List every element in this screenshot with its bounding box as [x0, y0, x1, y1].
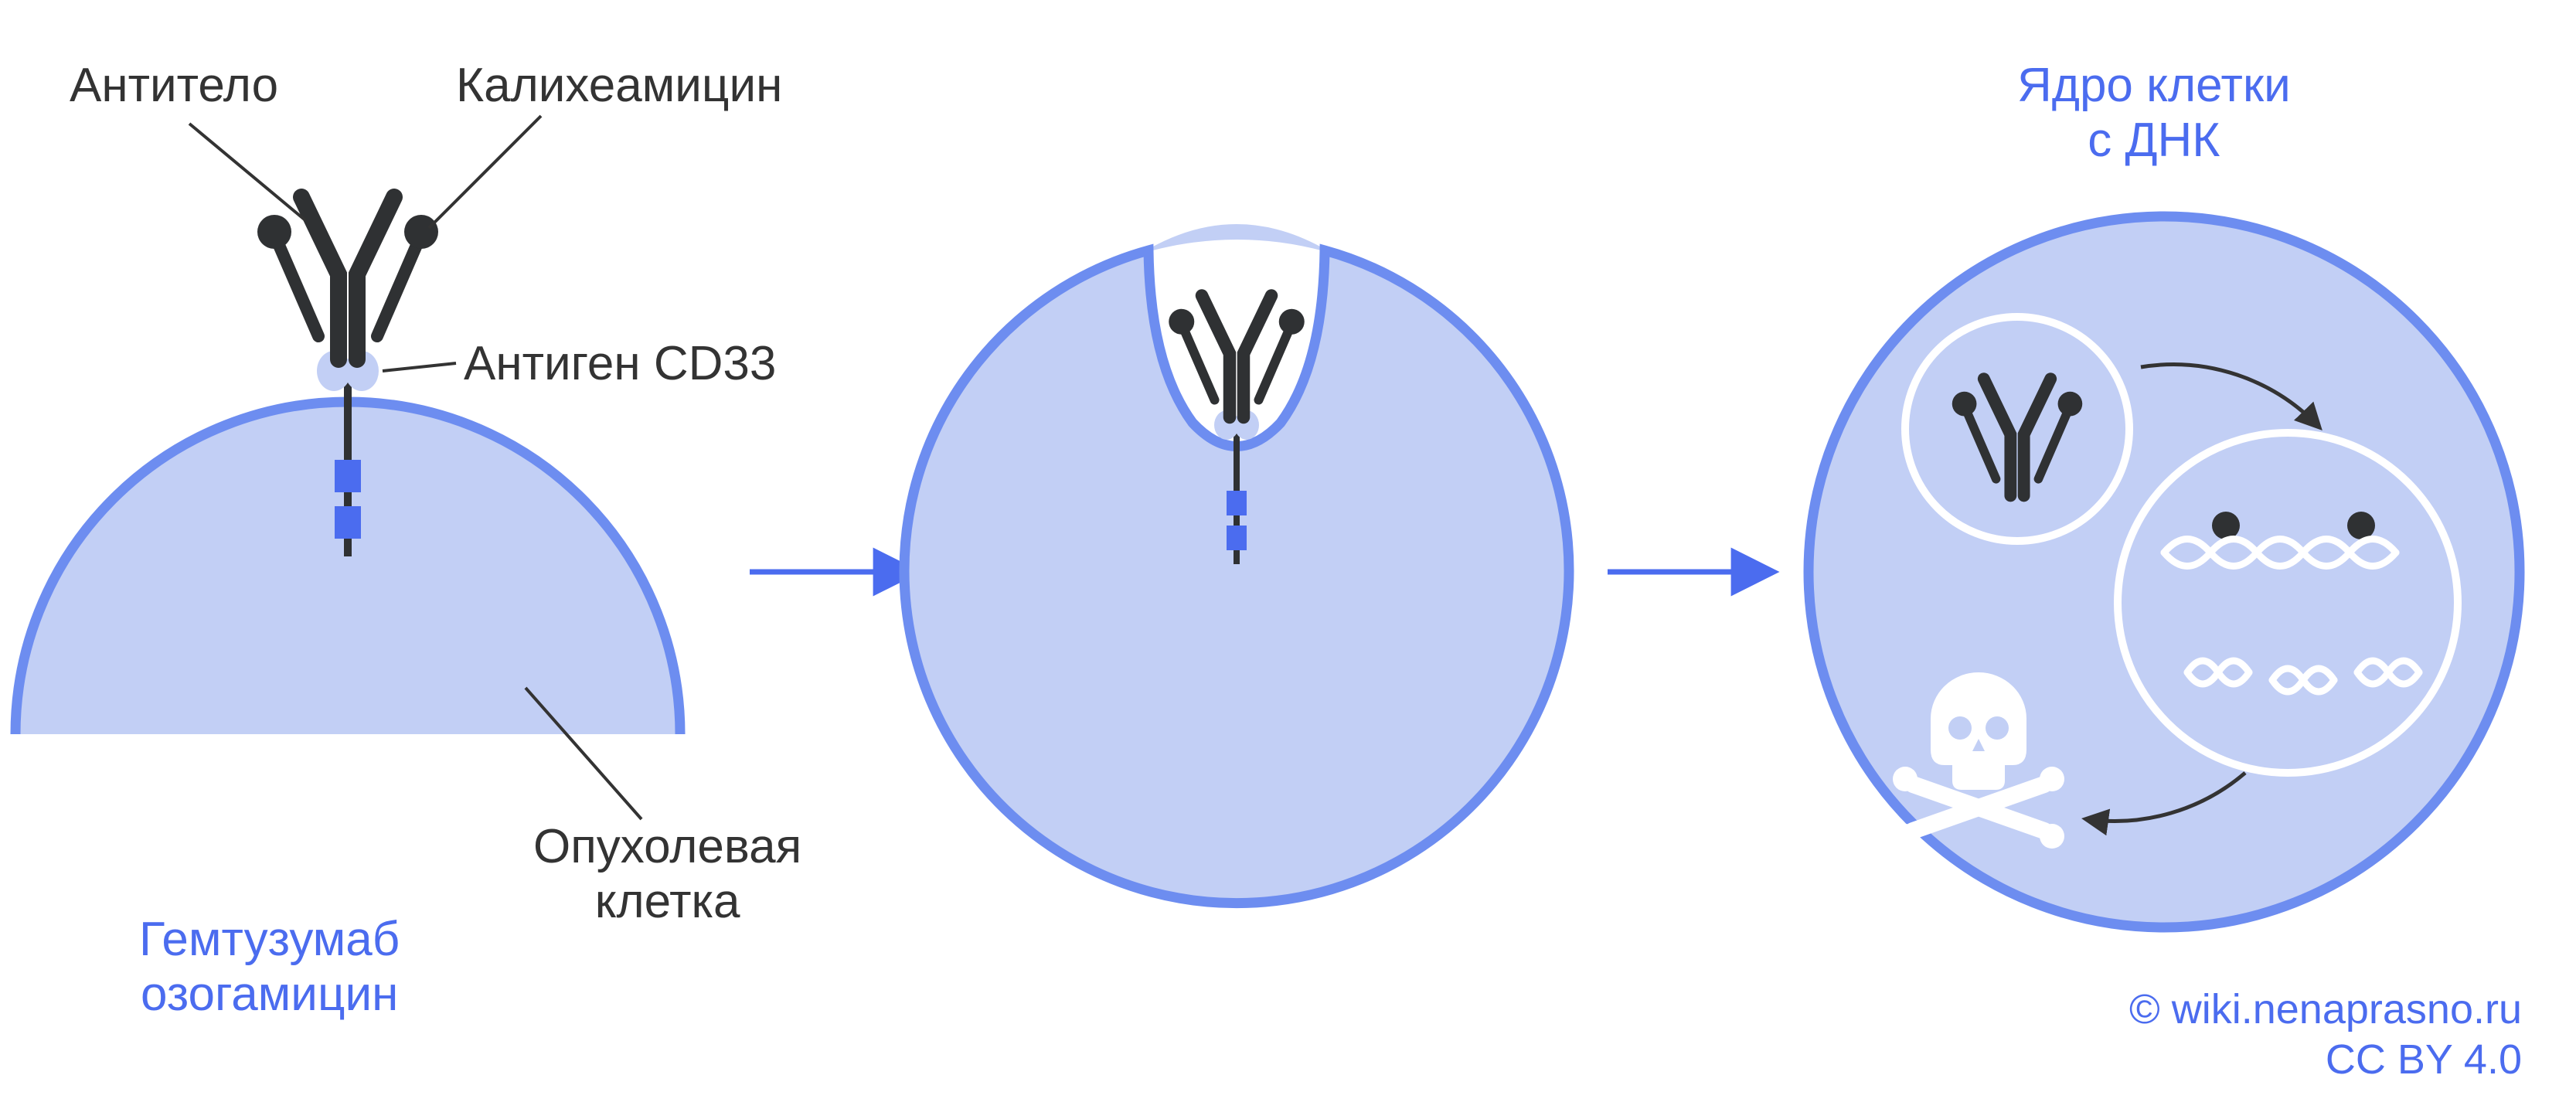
- payload-dot: [2347, 512, 2375, 539]
- panel-1: [15, 116, 680, 819]
- leader-antibody: [189, 124, 305, 220]
- label-calicheamicin: Калихеамицин: [456, 58, 782, 113]
- label-license: CC BY 4.0: [2326, 1036, 2522, 1083]
- panel-2: [904, 224, 1570, 904]
- label-tumor-cell: Опухолевая клетка: [533, 819, 801, 930]
- leader-antigen: [383, 363, 456, 371]
- leader-calicheamicin: [429, 116, 541, 228]
- label-antigen: Антиген CD33: [464, 336, 776, 391]
- diagram-canvas: Антитело Калихеамицин Антиген CD33 Опухо…: [0, 0, 2576, 1109]
- panel-3: [1809, 216, 2520, 927]
- label-drug-name: Гемтузумаб озогамицин: [139, 912, 400, 1022]
- cell-full: [1809, 216, 2520, 927]
- label-antibody: Антитело: [70, 58, 278, 113]
- antibody-adc-1: [257, 197, 438, 359]
- label-nucleus: Ядро клетки с ДНК: [2017, 58, 2291, 168]
- antibody-adc-2: [1169, 296, 1305, 418]
- label-copyright: © wiki.nenaprasno.ru: [2129, 985, 2522, 1033]
- payload-dot: [2212, 512, 2240, 539]
